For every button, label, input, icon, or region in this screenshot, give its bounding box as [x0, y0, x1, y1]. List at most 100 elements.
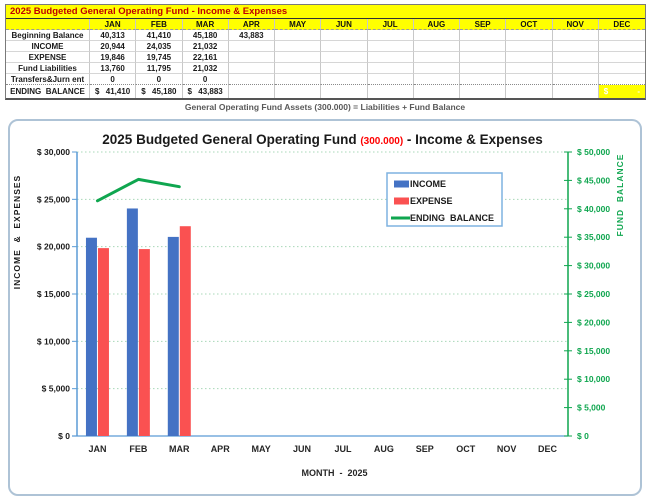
legend: INCOME EXPENSE ENDING BALANCE [386, 172, 503, 227]
table-cell[interactable] [228, 52, 275, 63]
row-label[interactable]: Beginning Balance [6, 30, 90, 41]
table-cell[interactable] [506, 63, 553, 74]
table-cell[interactable] [228, 85, 275, 98]
table-cell[interactable] [275, 74, 322, 85]
table-cell[interactable] [367, 63, 414, 74]
table-cell[interactable]: 21,032 [182, 63, 229, 74]
month-header[interactable]: MAR [182, 19, 229, 30]
table-cell[interactable] [228, 41, 275, 52]
month-header[interactable]: DEC [598, 19, 645, 30]
row-label[interactable]: Fund Liabilities [6, 63, 90, 74]
table-cell[interactable] [275, 63, 322, 74]
table-cell[interactable] [552, 74, 599, 85]
month-header[interactable]: NOV [552, 19, 599, 30]
table-cell[interactable] [321, 30, 368, 41]
table-cell[interactable] [598, 52, 645, 63]
table-cell[interactable] [598, 41, 645, 52]
table-cell[interactable] [506, 41, 553, 52]
table-cell[interactable] [413, 41, 460, 52]
table-cell[interactable] [413, 52, 460, 63]
row-label[interactable]: INCOME [6, 41, 90, 52]
table-cell[interactable]: $ - [598, 85, 645, 98]
table-cell[interactable] [321, 85, 368, 98]
table-cell[interactable]: 19,745 [136, 52, 183, 63]
table-cell[interactable] [460, 63, 507, 74]
table-cell[interactable]: 43,883 [228, 30, 275, 41]
table-cell[interactable] [413, 74, 460, 85]
table-cell[interactable] [506, 52, 553, 63]
chart-frame[interactable]: $ 0 $ 5,000 $ 10,000 $ 15,000 $ 20,000 $ 25,0… [8, 119, 642, 496]
right-tick-label: $ 5,000 [577, 403, 606, 413]
table-body: JAN FEB MAR APR MAY JUN JUL AUG SEP OCT NOV DEC Begi… [6, 19, 645, 98]
table-cell[interactable] [275, 41, 322, 52]
table-cell[interactable] [552, 52, 599, 63]
table-cell[interactable]: 13,760 [90, 63, 137, 74]
x-tick-label: SEP [416, 444, 434, 454]
table-cell[interactable]: 45,180 [182, 30, 229, 41]
table-cell[interactable]: 20,944 [90, 41, 137, 52]
table-cell[interactable] [367, 74, 414, 85]
table-cell[interactable] [506, 85, 553, 98]
table-cell[interactable]: 24,035 [136, 41, 183, 52]
table-cell[interactable] [367, 41, 414, 52]
table-cell[interactable] [321, 52, 368, 63]
table-cell[interactable] [552, 30, 599, 41]
table-cell[interactable] [413, 85, 460, 98]
table-cell[interactable]: 21,032 [182, 41, 229, 52]
table-cell[interactable] [413, 30, 460, 41]
row-label[interactable]: EXPENSE [6, 52, 90, 63]
table-cell[interactable]: 0 [136, 74, 183, 85]
table-cell[interactable] [460, 74, 507, 85]
table-cell[interactable] [228, 74, 275, 85]
table-cell[interactable]: $45,180 [136, 85, 183, 98]
table-cell[interactable]: $43,883 [182, 85, 229, 98]
right-axis-title: FUND BALANCE [615, 154, 625, 237]
table-cell[interactable] [228, 63, 275, 74]
month-header[interactable]: JAN [90, 19, 137, 30]
month-header[interactable]: OCT [506, 19, 553, 30]
table-cell[interactable] [321, 74, 368, 85]
table-cell[interactable]: 40,313 [90, 30, 137, 41]
table-cell[interactable] [413, 63, 460, 74]
month-header[interactable]: FEB [136, 19, 183, 30]
table-cell[interactable]: 19,846 [90, 52, 137, 63]
header-corner-cell[interactable] [6, 19, 90, 30]
table-cell[interactable] [598, 30, 645, 41]
table-cell[interactable] [460, 85, 507, 98]
table-cell[interactable]: 41,410 [136, 30, 183, 41]
month-header[interactable]: JUL [367, 19, 414, 30]
table-cell[interactable] [460, 52, 507, 63]
table-cell[interactable] [598, 74, 645, 85]
month-header[interactable]: SEP [460, 19, 507, 30]
table-cell[interactable] [275, 30, 322, 41]
table-cell[interactable]: 11,795 [136, 63, 183, 74]
left-axis-title: INCOME & EXPENSES [12, 175, 22, 289]
table-cell[interactable] [506, 30, 553, 41]
table-cell[interactable] [460, 41, 507, 52]
table-cell[interactable] [367, 30, 414, 41]
month-header[interactable]: MAY [275, 19, 322, 30]
table-cell[interactable] [367, 52, 414, 63]
table-cell[interactable] [460, 30, 507, 41]
table-cell[interactable] [552, 63, 599, 74]
table-cell[interactable]: 0 [182, 74, 229, 85]
table-cell[interactable] [598, 63, 645, 74]
table-cell[interactable] [275, 85, 322, 98]
table-cell[interactable] [552, 85, 599, 98]
row-label[interactable]: ENDING BALANCE [6, 85, 90, 98]
table-cell[interactable] [275, 52, 322, 63]
table-cell[interactable]: 22,161 [182, 52, 229, 63]
table-cell[interactable] [367, 85, 414, 98]
table-cell[interactable] [506, 74, 553, 85]
table-cell[interactable] [321, 63, 368, 74]
table-cell[interactable]: 0 [90, 74, 137, 85]
row-label[interactable]: Transfers&Jurn ent [6, 74, 90, 85]
month-header[interactable]: JUN [321, 19, 368, 30]
legend-item-label: EXPENSE [410, 196, 453, 206]
x-tick-label: AUG [374, 444, 394, 454]
table-cell[interactable]: $41,410 [90, 85, 137, 98]
table-cell[interactable] [321, 41, 368, 52]
month-header[interactable]: APR [228, 19, 275, 30]
month-header[interactable]: AUG [413, 19, 460, 30]
table-cell[interactable] [552, 41, 599, 52]
